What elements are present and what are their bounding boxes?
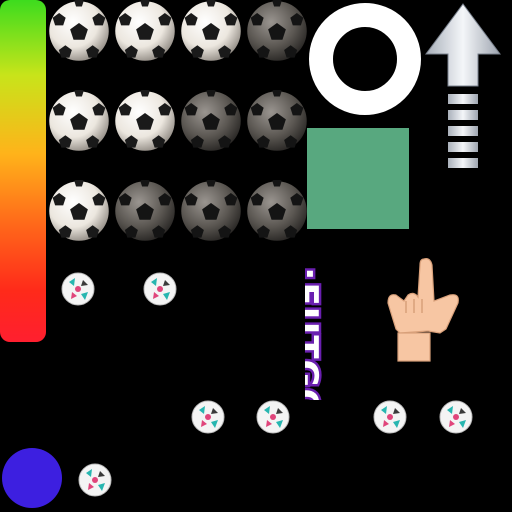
- pointing-hand-icon: [380, 255, 462, 363]
- soccer-ball-sprite: [180, 180, 242, 242]
- soccer-ball-sprite: [114, 0, 176, 62]
- soccer-ball-sprite: [48, 90, 110, 152]
- futgol-logo-text: ¡FUTGOL!: [305, 266, 325, 400]
- ring-icon: [308, 2, 422, 116]
- power-bar: [0, 0, 46, 342]
- futgol-logo: ¡FUTGOL!: [305, 262, 355, 400]
- soccer-ball-sprite: [246, 90, 308, 152]
- mini-ball-sprite: [61, 272, 95, 306]
- up-arrow-icon: [424, 2, 502, 170]
- soccer-ball-sprite: [246, 0, 308, 62]
- ball-sprite-grid: [44, 0, 314, 250]
- target-square: [307, 128, 409, 229]
- soccer-ball-sprite: [114, 180, 176, 242]
- soccer-ball-sprite: [114, 90, 176, 152]
- soccer-ball-sprite: [180, 0, 242, 62]
- soccer-ball-sprite: [180, 90, 242, 152]
- mini-ball-sprite: [143, 272, 177, 306]
- mini-ball-sprite: [373, 400, 407, 434]
- mini-ball-sprite: [191, 400, 225, 434]
- soccer-ball-sprite: [48, 0, 110, 62]
- mini-ball-sprite: [78, 463, 112, 497]
- blue-dot: [2, 448, 62, 508]
- soccer-ball-sprite: [48, 180, 110, 242]
- mini-ball-sprite: [256, 400, 290, 434]
- mini-ball-sprite: [439, 400, 473, 434]
- soccer-ball-sprite: [246, 180, 308, 242]
